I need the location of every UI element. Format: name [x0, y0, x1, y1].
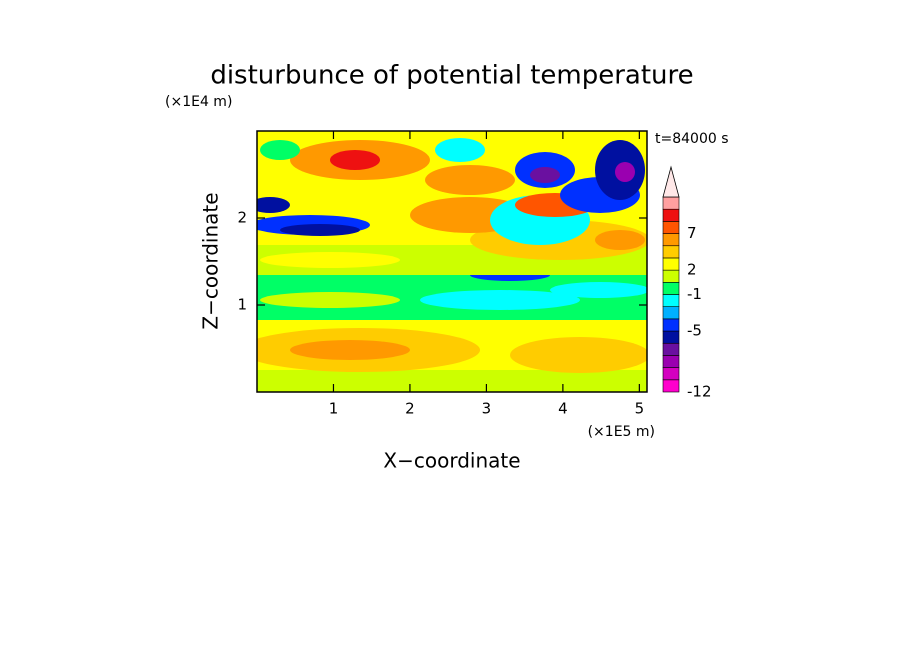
- colorbar-label: -5: [687, 322, 702, 340]
- x-tick-label: 2: [405, 400, 415, 418]
- colorbar-band: [662, 367, 680, 381]
- colorbar-label: -12: [687, 383, 712, 401]
- colorbar-band: [662, 306, 680, 320]
- contour-field: [257, 131, 647, 392]
- colorbar-band: [662, 355, 680, 368]
- colorbar-label: 2: [687, 261, 697, 279]
- x-tick-label: 5: [635, 400, 645, 418]
- colorbar-band: [662, 294, 680, 307]
- x-tick-label: 4: [558, 400, 568, 418]
- x-tick-label: 1: [329, 400, 339, 418]
- colorbar-label: 7: [687, 224, 697, 242]
- colorbar-label: -1: [687, 285, 702, 303]
- x-tick-label: 3: [482, 400, 492, 418]
- colorbar-band: [662, 282, 680, 295]
- chart-title: disturbunce of potential temperature: [210, 61, 693, 91]
- colorbar-band: [662, 330, 680, 344]
- colorbar-band: [662, 233, 680, 247]
- y-tick-label: 2: [237, 209, 247, 227]
- colorbar-band: [662, 208, 680, 222]
- colorbar-band: [662, 221, 680, 234]
- colorbar-band: [662, 318, 680, 332]
- colorbar-extension: [662, 165, 680, 198]
- colorbar-band: [662, 257, 680, 271]
- colorbar-band: [662, 379, 680, 393]
- y-axis-label: Z−coordinate: [199, 192, 223, 329]
- colorbar-band: [662, 245, 680, 259]
- x-axis-label: X−coordinate: [383, 449, 520, 473]
- colorbar-band: [662, 196, 680, 210]
- colorbar-band: [662, 342, 680, 356]
- colorbar-band: [662, 269, 680, 283]
- y-unit: (×1E4 m): [165, 94, 232, 110]
- y-tick-label: 1: [237, 296, 247, 314]
- x-unit: (×1E5 m): [588, 424, 655, 440]
- time-label: t=84000 s: [655, 131, 729, 147]
- plot-frame: [256, 130, 648, 393]
